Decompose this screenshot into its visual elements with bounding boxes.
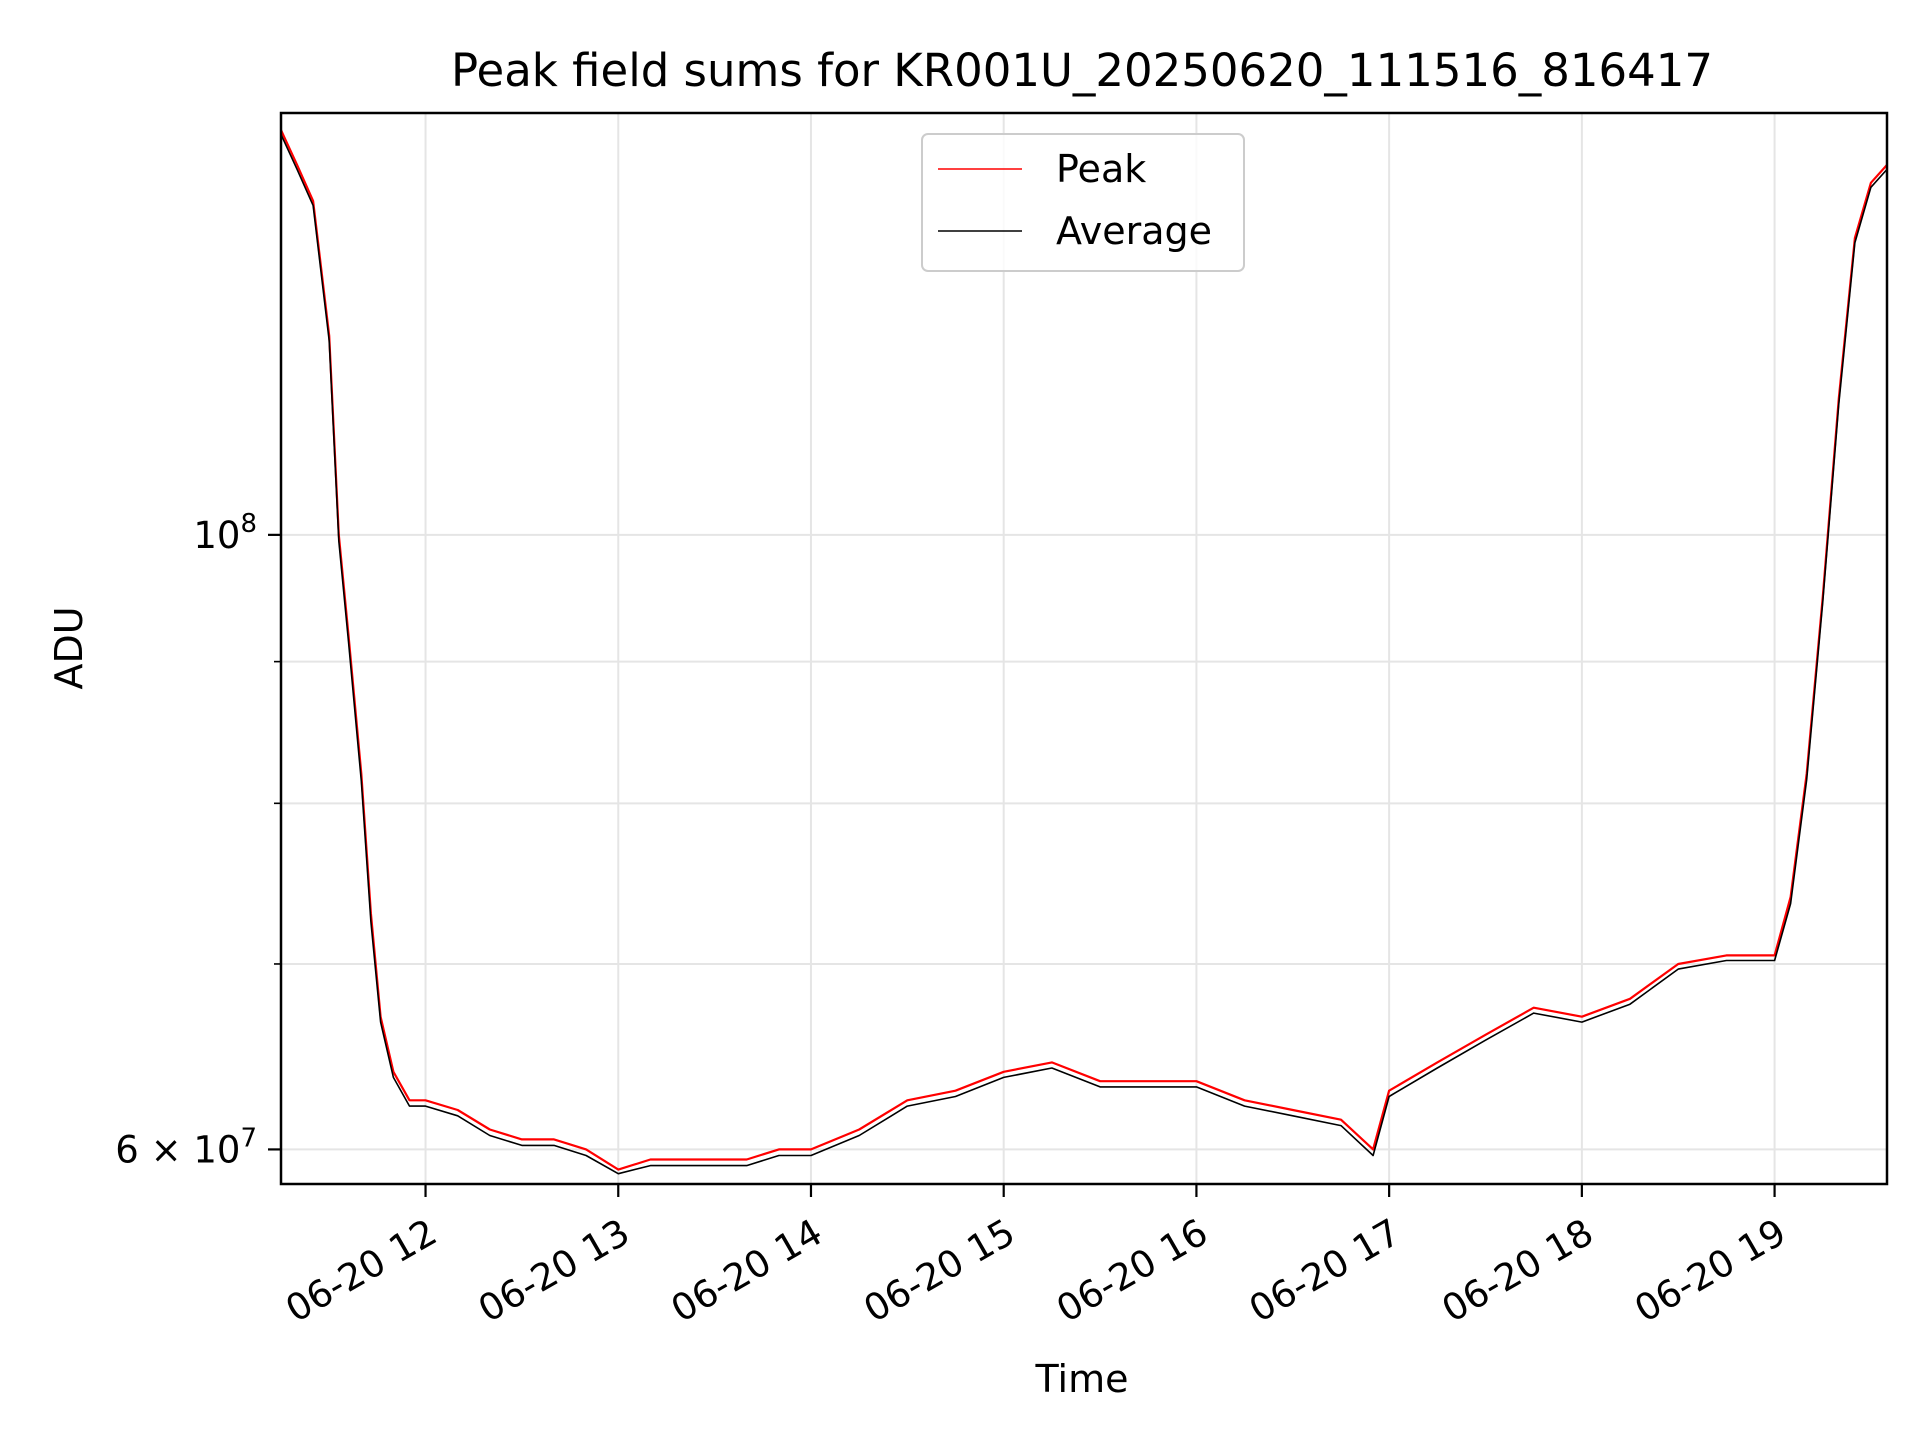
x-tick-label: 06-20 17 bbox=[1242, 1211, 1408, 1331]
x-tick-label: 06-20 15 bbox=[857, 1211, 1023, 1331]
chart-title: Peak field sums for KR001U_20250620_1115… bbox=[451, 44, 1713, 97]
grid bbox=[281, 113, 1887, 1184]
plot-frame bbox=[279, 111, 1889, 1186]
series-line-average bbox=[280, 134, 1888, 1175]
x-axis-label: Time bbox=[1035, 1357, 1129, 1401]
legend-label-peak: Peak bbox=[1056, 147, 1146, 191]
legend: Peak Average bbox=[921, 133, 1245, 272]
y-axis-label: ADU bbox=[47, 606, 91, 689]
y-tick-label: 108 bbox=[193, 509, 257, 557]
y-tick-label: 6 × 107 bbox=[115, 1123, 257, 1171]
x-tick-label: 06-20 12 bbox=[278, 1211, 444, 1331]
x-tick-label: 06-20 18 bbox=[1435, 1211, 1601, 1331]
legend-label-average: Average bbox=[1056, 209, 1212, 253]
series-line-peak bbox=[280, 129, 1888, 1171]
y-axis-ticks: 6 × 107 108 bbox=[115, 509, 281, 1171]
series-layer bbox=[280, 129, 1888, 1175]
x-tick-label: 06-20 19 bbox=[1628, 1211, 1794, 1331]
x-tick-label: 06-20 14 bbox=[664, 1211, 830, 1331]
x-tick-label: 06-20 13 bbox=[471, 1211, 637, 1331]
x-axis-ticks: 06-20 12 06-20 13 06-20 14 06-20 15 06-20 16… bbox=[278, 1184, 1793, 1331]
x-tick-label: 06-20 16 bbox=[1049, 1211, 1215, 1331]
